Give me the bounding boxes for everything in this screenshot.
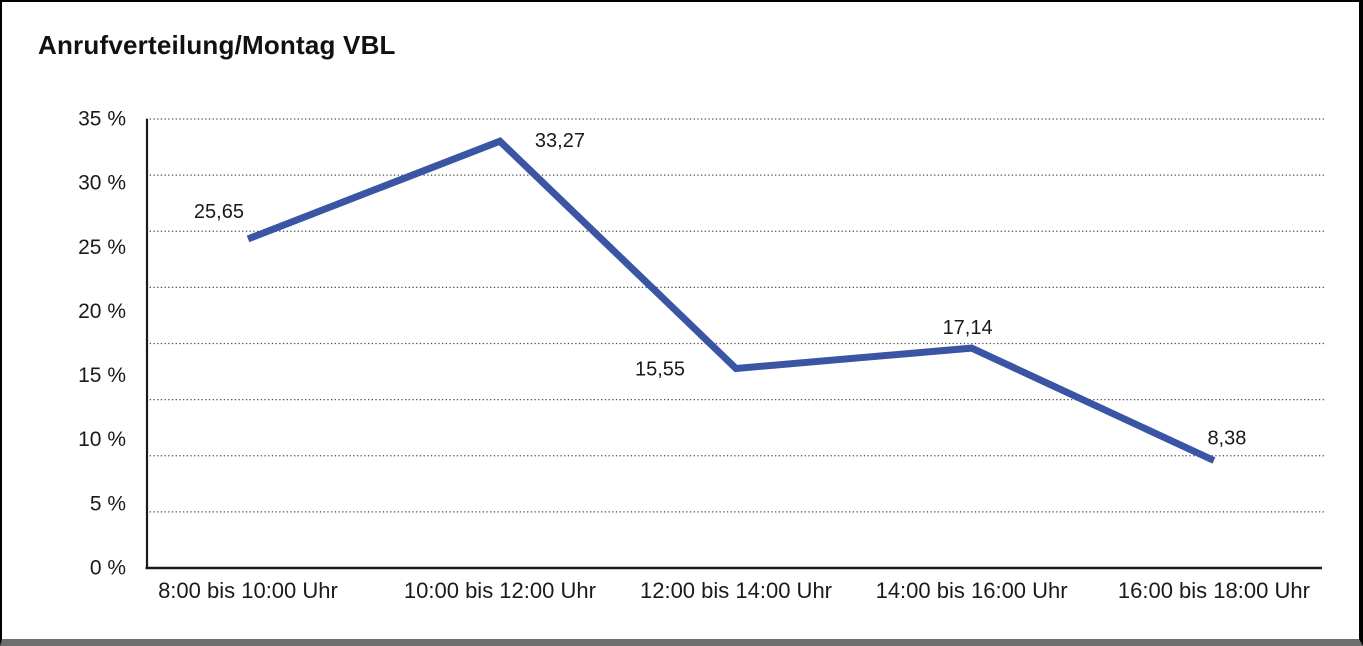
series-line	[246, 137, 1216, 464]
data-value-label: 8,38	[1207, 427, 1246, 449]
y-tick-label: 30 %	[78, 172, 126, 195]
y-tick-label: 20 %	[78, 300, 126, 323]
y-tick-label: 10 %	[78, 428, 126, 451]
data-value-label: 33,27	[535, 130, 585, 152]
data-value-label: 25,65	[194, 201, 244, 223]
x-category-label: 16:00 bis 18:00 Uhr	[1118, 578, 1310, 603]
y-tick-label: 5 %	[90, 492, 126, 515]
x-category-label: 8:00 bis 10:00 Uhr	[158, 578, 338, 603]
data-value-label: 15,55	[635, 359, 685, 381]
chart-title: Anrufverteilung/Montag VBL	[38, 30, 396, 60]
y-tick-label: 0 %	[90, 557, 126, 580]
x-category-label: 12:00 bis 14:00 Uhr	[640, 578, 832, 603]
y-tick-label: 25 %	[78, 236, 126, 259]
data-value-label: 17,14	[943, 317, 993, 339]
y-tick-label: 15 %	[78, 364, 126, 387]
x-category-label: 10:00 bis 12:00 Uhr	[404, 578, 596, 603]
y-tick-label: 35 %	[78, 108, 126, 131]
x-category-label: 14:00 bis 16:00 Uhr	[876, 578, 1068, 603]
